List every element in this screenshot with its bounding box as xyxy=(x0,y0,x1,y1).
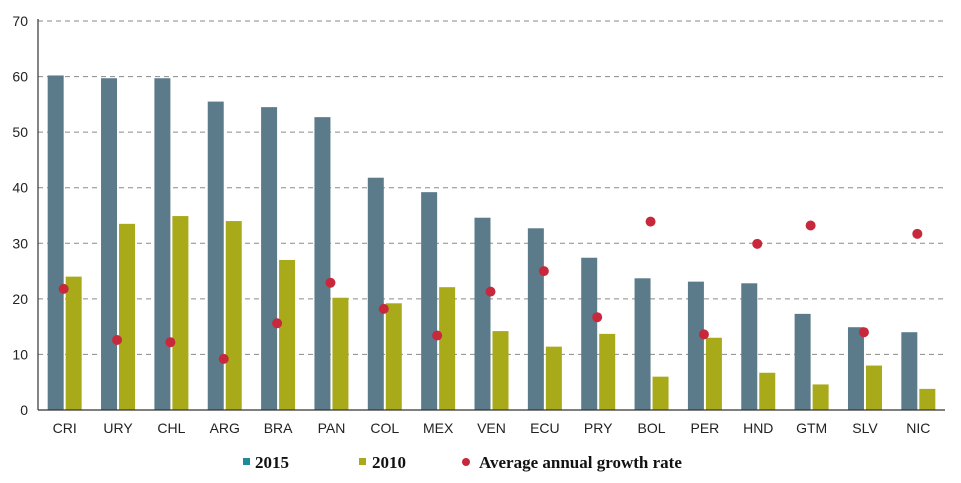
x-tick-label: CHL xyxy=(157,420,185,436)
bar-2010 xyxy=(865,365,882,410)
bar-2015 xyxy=(687,281,704,410)
bar-2010 xyxy=(812,384,829,410)
bar-2015 xyxy=(794,313,811,410)
bar-2015 xyxy=(634,278,651,410)
bar-2010 xyxy=(172,216,189,410)
legend-swatch-2010 xyxy=(359,458,366,465)
bar-2015 xyxy=(901,332,918,410)
growth-point xyxy=(858,327,869,338)
bar-2010 xyxy=(332,297,349,410)
bar-2015 xyxy=(367,177,384,410)
x-tick-label: PER xyxy=(691,420,720,436)
growth-point xyxy=(698,329,709,340)
x-tick-label: URY xyxy=(103,420,133,436)
bar-2015 xyxy=(741,283,758,410)
growth-point xyxy=(538,266,549,277)
bar-2010 xyxy=(919,388,936,410)
x-tick-label: BRA xyxy=(264,420,293,436)
bar-2010 xyxy=(492,331,509,410)
growth-point xyxy=(272,318,283,329)
x-tick-label: HND xyxy=(743,420,773,436)
growth-point xyxy=(58,283,69,294)
growth-point xyxy=(325,277,336,288)
bar-2015 xyxy=(527,228,544,410)
bar-2015 xyxy=(207,101,224,410)
bar-2010 xyxy=(759,372,776,410)
gridlines xyxy=(38,20,945,355)
bar-2010 xyxy=(599,333,616,410)
y-tick-label: 20 xyxy=(12,291,28,307)
y-tick-label: 70 xyxy=(12,13,28,29)
x-tick-label: PAN xyxy=(318,420,346,436)
x-tick-label: CRI xyxy=(53,420,77,436)
axes xyxy=(37,19,945,411)
bar-2010 xyxy=(65,276,82,410)
bar-2015 xyxy=(474,217,491,410)
y-tick-label: 30 xyxy=(12,235,28,251)
bar-2010 xyxy=(385,303,402,410)
y-tick-label: 0 xyxy=(20,402,28,418)
legend-label-growth: Average annual growth rate xyxy=(479,453,682,472)
y-tick-labels: 0 10 20 30 40 50 60 70 xyxy=(12,13,28,418)
x-tick-label: VEN xyxy=(477,420,506,436)
bar-2015 xyxy=(154,78,171,410)
legend-swatch-2015 xyxy=(243,458,250,465)
bar-2010 xyxy=(279,259,296,410)
x-tick-labels: CRI URY CHL ARG BRA PAN COL MEX VEN ECU PRY BOL PER H… xyxy=(53,420,931,436)
bar-2010 xyxy=(652,376,669,410)
bar-2015 xyxy=(101,78,118,410)
growth-point xyxy=(752,238,763,249)
growth-point xyxy=(592,312,603,323)
x-tick-label: GTM xyxy=(796,420,827,436)
x-tick-label: BOL xyxy=(638,420,666,436)
bar-2015 xyxy=(847,327,864,410)
bar-2015 xyxy=(314,117,331,410)
growth-point xyxy=(165,337,176,348)
legend: 2015 2010 Average annual growth rate xyxy=(243,453,682,472)
y-tick-label: 10 xyxy=(12,346,28,362)
growth-point xyxy=(645,216,656,227)
x-tick-label: PRY xyxy=(584,420,613,436)
growth-point xyxy=(218,353,229,364)
growth-point xyxy=(112,334,123,345)
bar-2015 xyxy=(261,107,278,410)
bar-2015 xyxy=(581,257,598,410)
bar-2010 xyxy=(545,346,562,410)
growth-points xyxy=(58,216,923,364)
x-tick-label: MEX xyxy=(423,420,454,436)
y-tick-label: 50 xyxy=(12,124,28,140)
bars xyxy=(47,75,936,411)
growth-point xyxy=(805,220,816,231)
x-tick-label: ARG xyxy=(210,420,240,436)
x-tick-label: SLV xyxy=(852,420,878,436)
x-tick-label: COL xyxy=(370,420,399,436)
y-tick-label: 40 xyxy=(12,180,28,196)
bar-2015 xyxy=(47,75,64,411)
bar-2010 xyxy=(225,221,242,410)
growth-point xyxy=(378,303,389,314)
bar-2015 xyxy=(421,192,438,410)
bar-2010 xyxy=(119,223,136,410)
legend-label-2010: 2010 xyxy=(372,453,406,472)
y-tick-label: 60 xyxy=(12,69,28,85)
bar-2010 xyxy=(705,337,722,410)
legend-swatch-growth xyxy=(462,458,470,466)
bar-2010 xyxy=(439,287,456,410)
growth-point xyxy=(432,330,443,341)
legend-label-2015: 2015 xyxy=(255,453,289,472)
growth-point xyxy=(485,286,496,297)
x-tick-label: ECU xyxy=(530,420,560,436)
x-tick-label: NIC xyxy=(906,420,930,436)
growth-point xyxy=(912,228,923,239)
